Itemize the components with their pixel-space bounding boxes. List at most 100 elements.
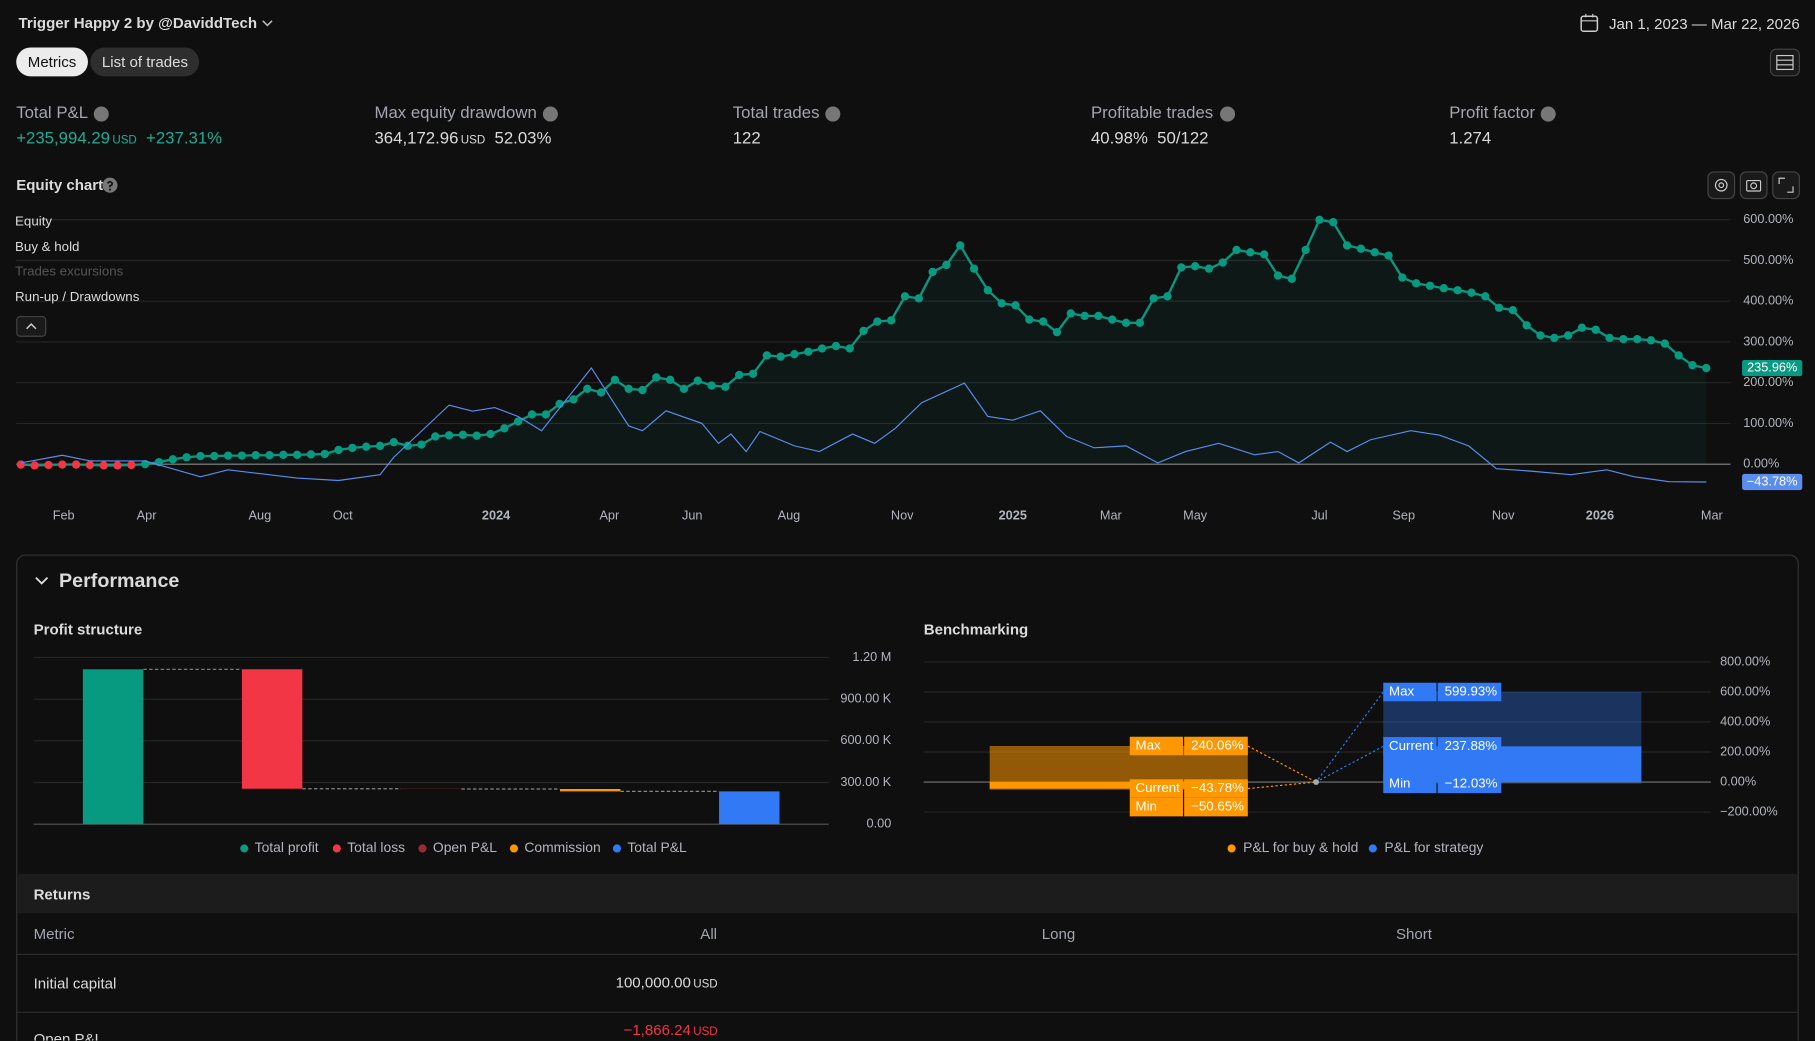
x-tick-label: Sep — [1392, 508, 1415, 523]
label-value-box — [1184, 797, 1248, 817]
equity-point — [500, 424, 509, 433]
equity-point — [610, 375, 620, 385]
equity-point — [251, 451, 260, 460]
metric-value: 122 — [733, 130, 761, 149]
end-label-box — [1742, 359, 1803, 377]
chart-buttons[interactable] — [1707, 171, 1802, 200]
equity-point — [223, 451, 233, 460]
equity-point — [1066, 309, 1075, 318]
equity-point — [1370, 248, 1379, 257]
equity-point — [71, 460, 81, 469]
equity-point — [334, 445, 343, 455]
equity-point — [362, 442, 371, 451]
value: 364,172.96 — [374, 129, 459, 149]
y-tick-label: −200.00% — [1720, 803, 1778, 818]
equity-point — [859, 326, 868, 336]
label-key: Current — [1136, 780, 1181, 795]
legend-label: P&L for buy & hold — [1243, 839, 1358, 855]
equity-point — [168, 455, 177, 464]
equity-point — [997, 299, 1006, 308]
label-key-box — [1383, 737, 1437, 756]
equity-point — [1052, 328, 1062, 337]
x-tick-label: 2024 — [482, 508, 510, 523]
equity-point — [279, 450, 288, 459]
label-value: 599.93% — [1445, 684, 1498, 699]
y-tick-label: 400.00% — [1743, 293, 1793, 308]
equity-point — [845, 344, 854, 353]
row-value: −1,866.24 USD — [624, 1021, 718, 1038]
bar — [241, 669, 303, 789]
info-icon[interactable] — [93, 106, 109, 122]
x-tick-label: Apr — [137, 508, 158, 523]
label-key-box — [1383, 774, 1437, 794]
collapse-legend-button[interactable] — [16, 316, 47, 337]
label-value: −43.78% — [1191, 780, 1244, 795]
tab-metrics[interactable]: Metrics — [16, 47, 88, 77]
equity-point — [969, 264, 979, 273]
info-icon[interactable] — [542, 106, 558, 122]
benchmarking-chart: −200.00% 0.00% 200.00% 400.00% 600.00% 800.00… — [923, 653, 1778, 855]
y-tick-label: 600.00 K — [840, 732, 891, 747]
y-tick-label: 100.00% — [1743, 415, 1793, 430]
legend-dot — [1227, 844, 1236, 853]
x-tick-label: 2026 — [1586, 508, 1614, 523]
value: 122 — [732, 129, 761, 149]
label-value-box — [1184, 779, 1248, 798]
legend-dot — [1368, 844, 1377, 853]
tab-list-of-trades[interactable]: List of trades — [90, 47, 200, 77]
y-tick-label: 200.00% — [1720, 743, 1770, 758]
label-key: Max — [1136, 738, 1161, 753]
metric-label: Total trades — [732, 104, 820, 123]
equity-point — [127, 460, 136, 470]
dropdown-icon[interactable] — [262, 19, 274, 28]
equity-point — [1660, 339, 1669, 348]
equity-point — [527, 410, 537, 419]
equity-point — [596, 388, 606, 397]
equity-point — [85, 460, 95, 470]
equity-point — [762, 351, 772, 360]
legend-item: Run-up / Drawdowns — [15, 289, 140, 304]
help-icon[interactable] — [102, 177, 118, 193]
column-header: All — [700, 924, 718, 943]
equity-point — [679, 384, 689, 393]
legend-label: P&L for strategy — [1384, 839, 1483, 855]
label-value-box — [1437, 682, 1502, 702]
equity-point — [1550, 333, 1559, 343]
origin-dot — [1313, 779, 1320, 785]
collapse-icon[interactable] — [35, 575, 49, 587]
column-header: Long — [1041, 924, 1076, 943]
layout-button[interactable] — [1769, 48, 1800, 77]
date-range[interactable]: Jan 1, 2023 — Mar 22, 2026 — [1608, 15, 1800, 33]
equity-point — [831, 341, 841, 351]
equity-point — [403, 441, 412, 451]
profit-structure-chart: 0.00 300.00 K 600.00 K 900.00 K 1.20 M Total … — [33, 649, 892, 855]
equity-point — [735, 370, 744, 380]
info-icon[interactable] — [1540, 106, 1556, 122]
legend-label: Total profit — [255, 839, 319, 855]
value: 100,000.00 — [615, 973, 691, 991]
series-line — [20, 366, 1707, 483]
x-tick-label: Mar — [1701, 508, 1724, 523]
bar — [82, 669, 144, 825]
equity-point — [1398, 273, 1407, 282]
label-value: −50.65% — [1191, 799, 1244, 814]
x-tick-label: Nov — [1492, 508, 1515, 523]
performance-title[interactable]: Performance — [59, 569, 180, 592]
equity-area — [20, 219, 1707, 466]
row-metric: Open P&L — [33, 1030, 104, 1041]
info-icon[interactable] — [825, 106, 841, 122]
equity-point — [237, 451, 247, 460]
calendar-icon[interactable] — [1579, 13, 1600, 34]
label-key-box — [1129, 736, 1183, 756]
connector — [1247, 745, 1317, 783]
label-key-box — [1383, 682, 1437, 702]
equity-point — [790, 350, 799, 359]
equity-point — [1177, 263, 1186, 272]
equity-point — [624, 384, 633, 393]
unit: USD — [693, 1025, 718, 1039]
info-icon[interactable] — [1219, 106, 1235, 122]
strategy-title[interactable]: Trigger Happy 2 by @DaviddTech — [18, 13, 258, 32]
equity-point — [113, 461, 122, 470]
row-divider — [17, 1011, 1798, 1013]
